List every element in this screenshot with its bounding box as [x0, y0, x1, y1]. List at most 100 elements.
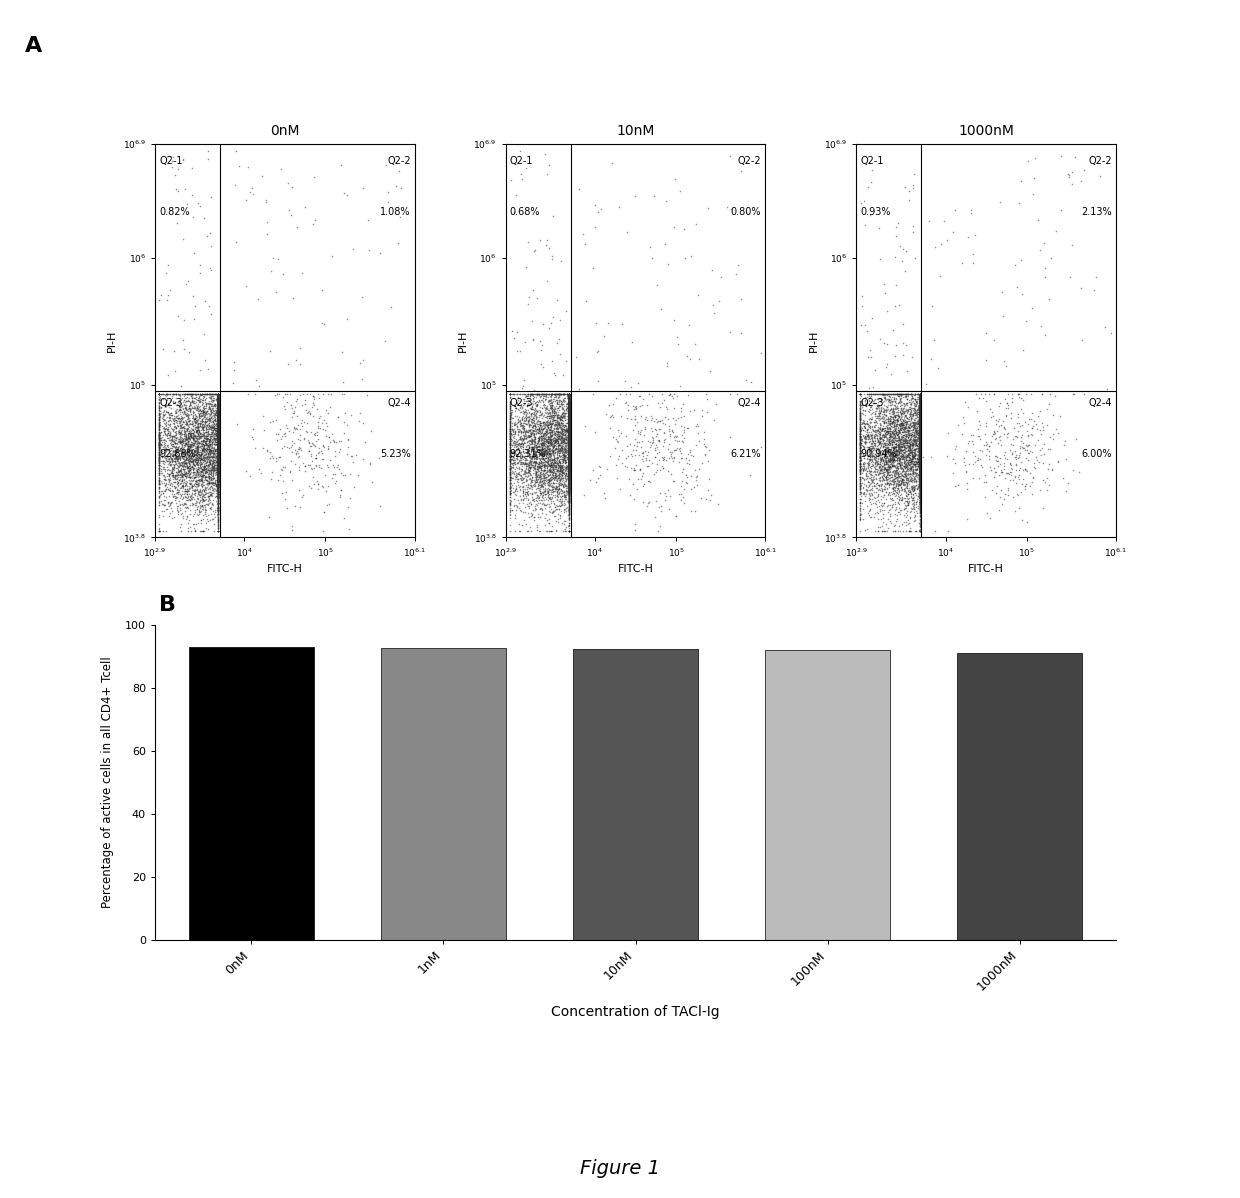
- Point: [559, 488, 579, 507]
- Point: [894, 468, 914, 488]
- Point: [890, 385, 910, 404]
- Point: [874, 480, 894, 500]
- Point: [208, 431, 228, 450]
- Point: [533, 442, 553, 461]
- Point: [895, 464, 915, 483]
- Point: [522, 413, 542, 432]
- Point: [500, 464, 520, 483]
- Point: [208, 429, 228, 448]
- Point: [171, 478, 191, 497]
- Point: [149, 458, 169, 477]
- Point: [559, 434, 579, 453]
- Point: [559, 432, 579, 452]
- Point: [195, 442, 215, 461]
- Point: [208, 385, 228, 404]
- Point: [529, 455, 549, 474]
- Point: [559, 416, 579, 435]
- Point: [191, 431, 211, 450]
- Point: [208, 429, 228, 448]
- Point: [191, 440, 211, 459]
- Point: [179, 441, 198, 460]
- Point: [312, 385, 332, 404]
- Point: [172, 503, 192, 522]
- Point: [885, 437, 905, 456]
- Point: [901, 456, 921, 476]
- Point: [910, 403, 930, 422]
- Point: [910, 446, 930, 465]
- Point: [910, 468, 930, 488]
- Point: [532, 385, 552, 404]
- Point: [208, 456, 228, 476]
- Point: [559, 432, 579, 452]
- Point: [187, 411, 207, 430]
- Point: [205, 432, 224, 452]
- Point: [910, 443, 930, 462]
- Point: [208, 410, 228, 429]
- Point: [518, 407, 538, 426]
- Point: [149, 477, 169, 496]
- Point: [862, 434, 882, 453]
- Point: [559, 446, 579, 465]
- Point: [554, 486, 574, 506]
- Point: [885, 438, 905, 458]
- Point: [533, 483, 553, 502]
- Point: [539, 415, 559, 434]
- Point: [149, 432, 169, 452]
- Point: [910, 409, 930, 428]
- Point: [208, 389, 228, 409]
- Point: [559, 418, 579, 437]
- Point: [208, 434, 228, 453]
- Point: [184, 413, 203, 432]
- Point: [910, 437, 930, 456]
- Point: [548, 385, 568, 404]
- Point: [872, 448, 892, 467]
- Point: [179, 424, 198, 443]
- Point: [559, 468, 579, 488]
- Point: [910, 438, 930, 458]
- Point: [558, 418, 578, 437]
- Point: [559, 460, 579, 479]
- Point: [208, 437, 228, 456]
- Point: [910, 424, 930, 443]
- Point: [910, 455, 930, 474]
- Point: [1009, 470, 1029, 489]
- Point: [859, 453, 879, 472]
- Point: [910, 446, 930, 465]
- Point: [198, 436, 218, 455]
- Point: [208, 411, 228, 430]
- Point: [208, 422, 228, 441]
- Point: [908, 452, 928, 471]
- Point: [208, 468, 228, 488]
- Point: [851, 444, 870, 464]
- Point: [910, 452, 930, 471]
- Point: [666, 440, 686, 459]
- Point: [976, 436, 996, 455]
- Point: [208, 386, 228, 405]
- Point: [191, 465, 211, 484]
- Point: [884, 468, 904, 488]
- Point: [851, 404, 870, 423]
- Point: [897, 395, 916, 415]
- Point: [543, 404, 563, 423]
- Point: [857, 466, 877, 485]
- Point: [559, 405, 579, 424]
- Point: [208, 399, 228, 418]
- Point: [910, 460, 930, 479]
- Point: [501, 467, 521, 486]
- Point: [558, 389, 578, 409]
- Point: [208, 428, 228, 447]
- Point: [910, 385, 930, 404]
- Point: [1002, 393, 1022, 412]
- Point: [851, 426, 870, 446]
- Point: [208, 429, 228, 448]
- Point: [910, 429, 930, 448]
- Point: [910, 468, 930, 488]
- Point: [559, 450, 579, 470]
- Point: [559, 403, 579, 422]
- Point: [904, 447, 924, 466]
- Point: [534, 412, 554, 431]
- Point: [559, 458, 579, 477]
- Point: [873, 434, 893, 453]
- Point: [559, 461, 579, 480]
- Point: [201, 304, 221, 323]
